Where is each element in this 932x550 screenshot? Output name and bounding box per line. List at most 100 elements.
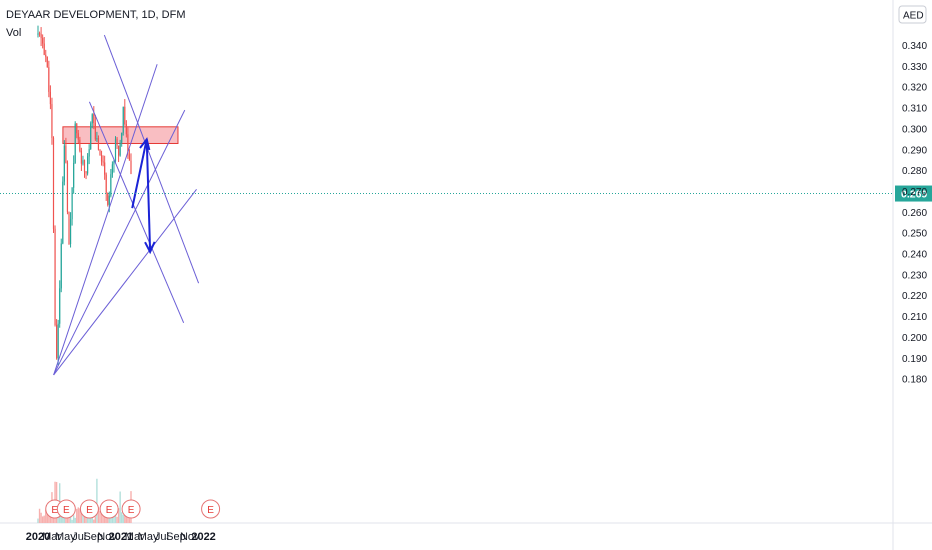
candle-body (97, 138, 100, 150)
time-tick-label: 2021 (109, 531, 133, 543)
volume-bar (122, 514, 124, 523)
volume-bar (43, 515, 45, 523)
earnings-marker (56, 499, 76, 519)
candle-body (110, 174, 112, 196)
candle-body (83, 160, 86, 172)
candle-body (68, 211, 70, 245)
price-tick-label: 0.230 (902, 270, 927, 281)
candle-body (51, 104, 53, 138)
projection-arrows (131, 137, 156, 255)
earnings-marker-label: E (51, 505, 58, 516)
volume-bar (103, 512, 106, 523)
earnings-marker (79, 499, 99, 519)
price-tick-label: 0.300 (902, 124, 927, 135)
volume-bar (77, 507, 79, 523)
time-axis: 2020MarMayJulSepNov2021MarMayJulSepNov20… (26, 531, 216, 543)
last-price-label: 0.269 (901, 189, 927, 201)
earnings-marker (201, 499, 221, 519)
time-tick-label: May (138, 531, 159, 543)
candle-body (74, 123, 76, 164)
last-price-line: 0.269 (0, 185, 932, 202)
price-tick-label: 0.200 (902, 333, 927, 344)
price-tick-label: 0.280 (902, 166, 927, 177)
volume-bar (117, 508, 120, 523)
candle-body (85, 171, 87, 174)
candle-body (59, 288, 61, 324)
candle-body (69, 219, 72, 245)
earnings-marker-label: E (63, 505, 70, 516)
price-tick-label: 0.330 (902, 62, 927, 73)
candle-body (46, 56, 48, 68)
price-tick-label: 0.180 (902, 375, 927, 386)
candle-body (42, 38, 44, 44)
trendline (53, 189, 197, 376)
price-tick-label: 0.290 (902, 145, 927, 156)
currency-badge (898, 5, 927, 24)
candle-body (88, 149, 90, 157)
candle-body (108, 195, 110, 205)
candle-body (99, 149, 101, 155)
earnings-marker-label: E (128, 505, 135, 516)
earnings-marker (99, 499, 119, 519)
candle-body (80, 150, 82, 164)
volume-bar (116, 516, 118, 523)
candle-body (66, 162, 69, 212)
time-tick-label: Jul (155, 531, 169, 543)
volume-bar (88, 517, 90, 523)
candle-body (40, 34, 42, 39)
time-tick-label: Jul (72, 531, 86, 543)
earnings-marker-label: E (86, 505, 93, 516)
volume-bar (114, 510, 117, 523)
candle-body (71, 187, 73, 220)
earnings-marker (121, 499, 141, 519)
candle-body (63, 145, 65, 182)
volume-indicator-label: Vol (6, 27, 22, 39)
volume-bar (100, 513, 103, 523)
candle-body (43, 43, 45, 55)
trendline (88, 101, 185, 324)
candle-body (87, 156, 89, 174)
price-tick-label: 0.250 (902, 229, 927, 240)
projection-arrow-line (145, 139, 152, 252)
candle-body (111, 164, 113, 175)
price-tick-label: 0.190 (902, 354, 927, 365)
earnings-marker-label: E (207, 505, 214, 516)
candle-body (37, 33, 39, 36)
time-tick-label: Nov (97, 531, 117, 543)
volume-bar (94, 516, 97, 523)
candle-body (93, 114, 95, 123)
volume-bar (124, 510, 126, 523)
candle-body (113, 161, 115, 165)
candle-body (130, 160, 132, 174)
time-tick-label: Mar (125, 531, 144, 543)
volume-bar (74, 517, 76, 523)
candle-body (114, 138, 117, 162)
time-tick-label: Mar (42, 531, 61, 543)
candle-body (127, 134, 129, 155)
candle-body (76, 123, 78, 134)
candle-body (128, 154, 131, 161)
projection-arrow-line (131, 139, 148, 209)
candle-body (54, 228, 56, 326)
volume-bar (125, 513, 128, 523)
candles (37, 25, 132, 366)
currency-badge-label: AED (903, 11, 924, 22)
last-price-tag (895, 185, 932, 202)
projection-arrow-head (144, 241, 156, 255)
volume-bar (93, 519, 95, 523)
volume-bar (65, 514, 67, 523)
earnings-marker-label: E (106, 505, 113, 516)
candle-body (49, 91, 51, 105)
candle-body (65, 145, 67, 163)
volume-bar (38, 508, 41, 523)
volume-bar (76, 508, 78, 523)
candle-body (73, 163, 75, 188)
price-tick-label: 0.310 (902, 104, 927, 115)
time-tick-label: 2022 (191, 531, 215, 543)
price-tick-label: 0.240 (902, 250, 927, 261)
candle-body (124, 106, 126, 125)
volume-bar (46, 514, 48, 523)
